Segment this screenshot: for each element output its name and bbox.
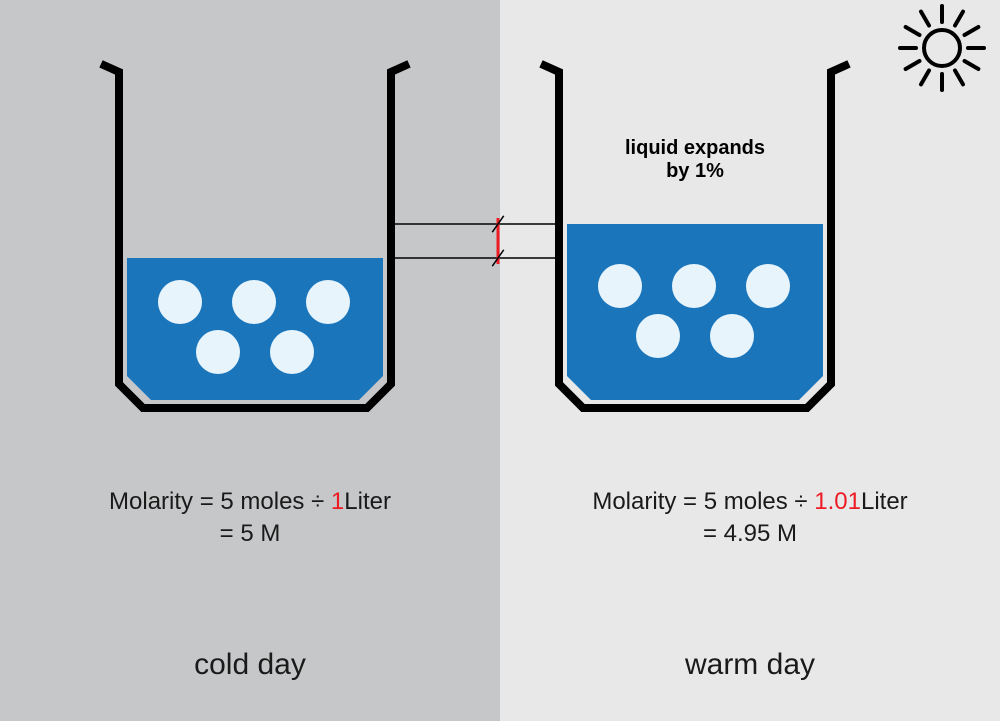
cold-particle-1 [232,280,276,324]
warm-particle-0 [598,264,642,308]
formula-text: = 5 M [220,520,281,547]
liquid-expands-label: liquid expands by 1% [625,137,765,183]
formula-text: Liter [344,488,391,515]
cold-particle-0 [158,280,202,324]
cold-particle-3 [196,330,240,374]
caption-warm: warm day [685,648,815,682]
caption-text: cold day [194,648,306,681]
formula-warm-line2: = 4.95 M [703,520,797,548]
sun-ray-2 [955,71,963,85]
sun-ray-5 [906,61,920,69]
formula-red: 1 [331,488,344,515]
warm-particle-2 [746,264,790,308]
warm-particle-1 [672,264,716,308]
formula-text: Liter [861,488,908,515]
formula-text: = 4.95 M [703,520,797,547]
sun-ray-1 [965,61,979,69]
cold-particle-4 [270,330,314,374]
warm-particle-3 [636,314,680,358]
svg-layer [0,0,1000,721]
formula-text: Molarity = 5 moles ÷ [109,488,331,515]
formula-text: Molarity = 5 moles ÷ [592,488,814,515]
sun-ray-7 [906,27,920,35]
cold-liquid [127,258,383,400]
sun-ray-10 [955,12,963,26]
diagram-root: liquid expands by 1% Molarity = 5 moles … [0,0,1000,721]
formula-cold-line1: Molarity = 5 moles ÷ 1Liter [109,488,391,516]
sun-ray-4 [921,71,929,85]
formula-warm-line1: Molarity = 5 moles ÷ 1.01Liter [592,488,907,516]
expand-line-2: by 1% [666,160,724,182]
cold-particle-2 [306,280,350,324]
expand-line-1: liquid expands [625,137,765,159]
sun-icon [924,30,960,66]
caption-cold: cold day [194,648,306,682]
caption-text: warm day [685,648,815,681]
formula-cold-line2: = 5 M [220,520,281,548]
sun-ray-8 [921,12,929,26]
sun-ray-11 [965,27,979,35]
warm-particle-4 [710,314,754,358]
formula-red: 1.01 [814,488,861,515]
warm-liquid [567,224,823,400]
